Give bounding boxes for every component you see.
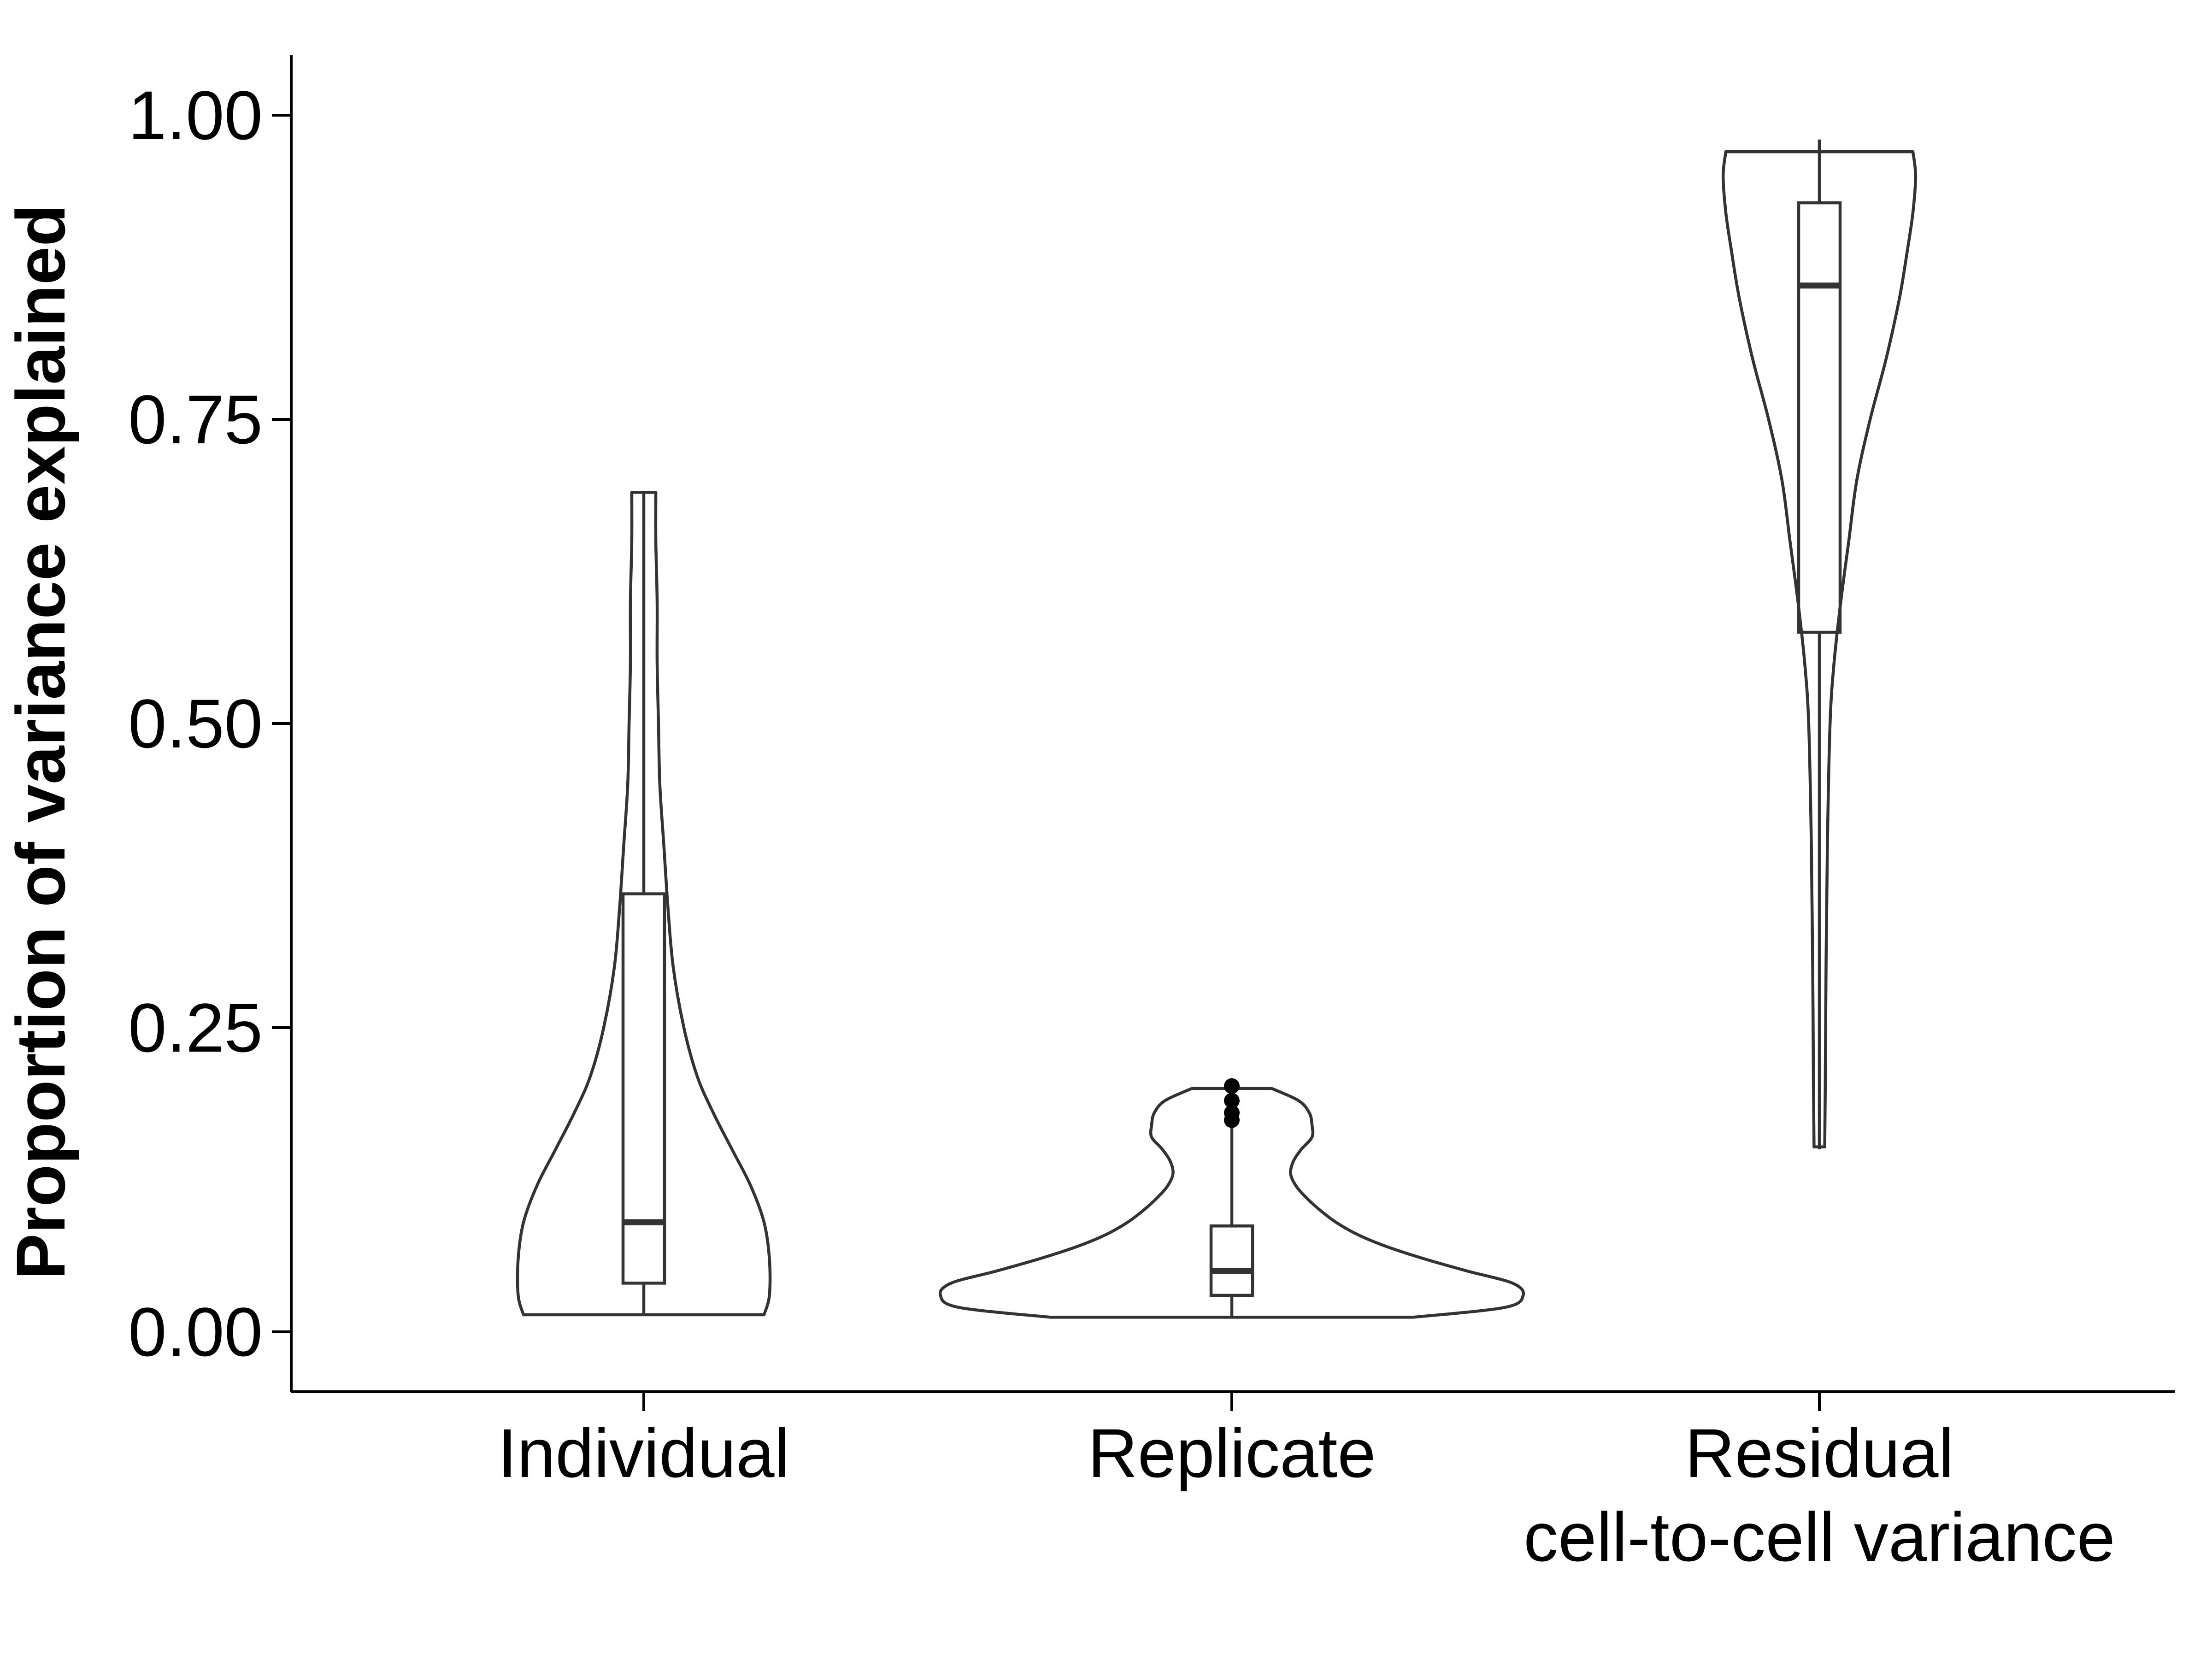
box-iqr: [621, 892, 666, 1285]
violin-shape: [1721, 150, 1918, 1148]
box-iqr: [1209, 1224, 1254, 1297]
y-tick-label: 0.50: [128, 685, 263, 762]
outlier-point: [1224, 1105, 1240, 1121]
violin-group: [938, 1078, 1525, 1319]
y-tick-label: 0.75: [128, 381, 263, 458]
y-tick-label: 0.00: [128, 1293, 263, 1371]
x-tick-label: Individual: [498, 1414, 790, 1492]
y-axis-ticks: 0.00 0.25 0.50 0.75 1.00: [128, 76, 291, 1371]
outlier-point: [1224, 1093, 1240, 1109]
y-tick-label: 1.00: [128, 76, 263, 154]
x-tick-label: Replicate: [1088, 1414, 1376, 1492]
y-tick-label: 0.25: [128, 989, 263, 1066]
y-axis-title: Proportion of variance explained: [2, 204, 79, 1280]
x-axis-ticks: Individual Replicate Residualcell-to-cell …: [498, 1392, 2115, 1576]
violin-shape: [938, 1087, 1525, 1319]
violin-shape: [516, 491, 772, 1317]
plot-area: [516, 139, 1918, 1319]
x-tick-label: Residual: [1685, 1414, 1954, 1492]
box-iqr: [1797, 201, 1842, 634]
outlier-point: [1224, 1078, 1240, 1094]
violin-group: [516, 491, 772, 1317]
x-tick-label: cell-to-cell variance: [1524, 1498, 2115, 1576]
violin-group: [1721, 139, 1918, 1149]
